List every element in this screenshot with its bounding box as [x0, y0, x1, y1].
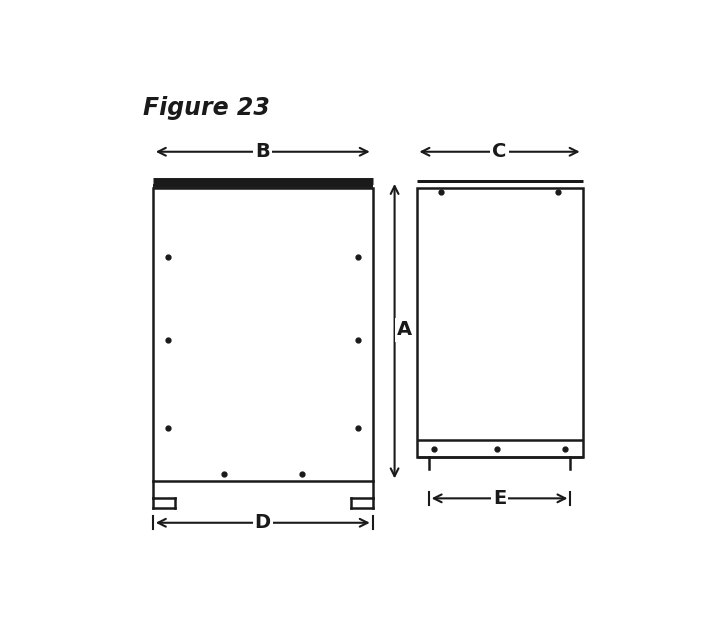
Bar — [153, 188, 372, 481]
Text: D: D — [255, 514, 271, 533]
Text: Figure 23: Figure 23 — [143, 96, 270, 120]
Bar — [416, 188, 583, 457]
Text: C: C — [492, 142, 507, 161]
Text: B: B — [256, 142, 270, 161]
Text: A: A — [396, 320, 412, 339]
Text: E: E — [493, 489, 506, 508]
